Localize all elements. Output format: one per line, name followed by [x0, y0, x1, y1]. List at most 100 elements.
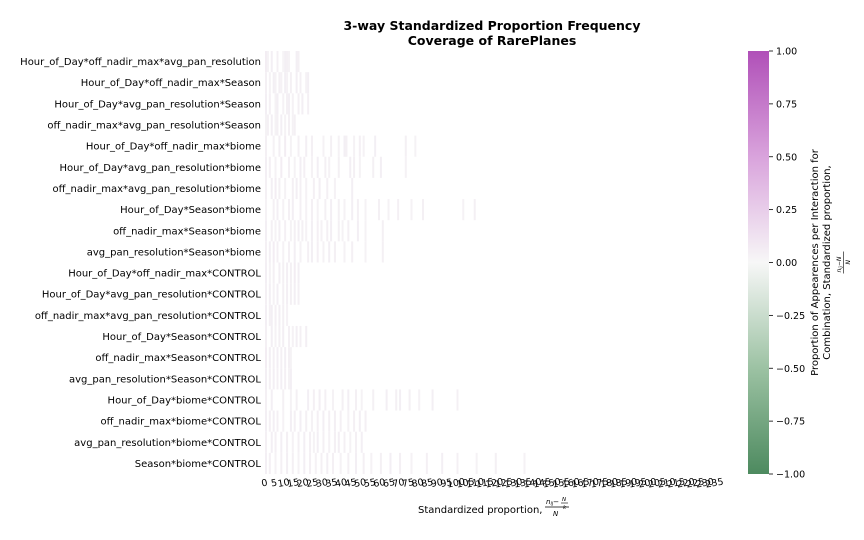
x-tick-label: 135 [513, 477, 533, 491]
heatmap-cell [286, 431, 289, 453]
heatmap-cell [324, 156, 327, 178]
heatmap-cell [397, 199, 400, 221]
heatmap-cell [272, 72, 275, 94]
heatmap-cell [265, 389, 267, 411]
heatmap-cell [272, 199, 275, 221]
heatmap-cell [265, 156, 267, 178]
heatmap-cell [364, 410, 367, 432]
heatmap-cell [339, 410, 342, 432]
row-label: Hour_of_Day*off_nadir_max*avg_pan_resolu… [20, 57, 261, 68]
formula-denominator: N [553, 510, 559, 518]
heatmap-cell [328, 241, 331, 263]
heatmap-cell [358, 156, 361, 178]
heatmap-cell [276, 368, 279, 390]
x-tick-label: 65 [382, 477, 396, 490]
heatmap-cell [356, 199, 359, 221]
cb-formula-denominator: N [845, 260, 852, 265]
heatmap-cell [328, 410, 331, 432]
heatmap-cell [268, 283, 271, 305]
heatmap-cell [278, 177, 281, 200]
heatmap-cell [274, 156, 277, 178]
row-label: Hour_of_Day*off_nadir_max*CONTROL [68, 269, 261, 280]
heatmap-cell [355, 452, 357, 474]
colorbar-tick-label: 0.50 [776, 152, 797, 163]
heatmap-cell [494, 452, 497, 474]
heatmap-cell [410, 199, 413, 221]
x-tick-label: 180 [599, 477, 619, 491]
row-label: avg_pan_resolution*Season*biome [87, 247, 261, 258]
heatmap-cell [282, 283, 285, 305]
row-label: Season*biome*CONTROL [135, 459, 262, 470]
heatmap-cell [270, 220, 273, 242]
formula-numerator: nij− [546, 498, 559, 507]
heatmap-cell [299, 241, 302, 263]
heatmap-cell [318, 177, 321, 200]
x-tick-label: 220 [676, 477, 696, 491]
row-label: avg_pan_resolution*biome*CONTROL [74, 438, 261, 449]
heatmap-cell [284, 347, 287, 369]
heatmap-cell [276, 283, 279, 305]
heatmap-cell [280, 368, 283, 390]
heatmap-cell [456, 452, 459, 474]
heatmap-cell [301, 93, 304, 115]
heatmap-cell [268, 304, 271, 326]
heatmap-cell [341, 220, 344, 242]
heatmap-cell [284, 135, 287, 157]
heatmap-cell [364, 241, 367, 263]
heatmap-cell [387, 199, 390, 221]
heatmap-cell [265, 51, 267, 73]
heatmap-cell [270, 431, 273, 453]
heatmap-cell [316, 431, 319, 453]
heatmap-cell [265, 72, 267, 94]
x-tick-label: 40 [334, 477, 348, 490]
heatmap-cell [362, 135, 365, 157]
row-label: off_nadir_max*Season*biome [113, 226, 261, 237]
heatmap-cell [265, 135, 267, 157]
heatmap-cell [314, 452, 317, 474]
heatmap-cell [462, 199, 465, 221]
heatmap-cell [287, 93, 290, 115]
heatmap-cell [310, 199, 313, 221]
heatmap-cell [345, 135, 348, 157]
heatmap-cell [312, 389, 315, 411]
colorbar-label-line-1: Proportion of Appearences per Interactio… [810, 148, 821, 376]
heatmap-cell [307, 241, 310, 263]
heatmap-cell [291, 177, 294, 200]
heatmap-cell [270, 114, 273, 136]
heatmap-cell [291, 452, 294, 474]
x-tick-label: 210 [657, 477, 677, 491]
colorbar-label-formula: nij−N N [836, 251, 852, 274]
heatmap-cell [265, 241, 267, 263]
heatmap-cell [278, 220, 281, 242]
heatmap-cell [301, 220, 304, 242]
heatmap-cell [287, 199, 290, 221]
row-label: Hour_of_Day*avg_pan_resolution*biome [60, 163, 261, 174]
heatmap-cell [276, 93, 279, 115]
heatmap-cell [322, 135, 325, 157]
heatmap-cell [441, 452, 444, 474]
heatmap-cell [293, 410, 296, 432]
heatmap-cell [318, 389, 321, 411]
x-tick-label: 215 [666, 477, 686, 491]
heatmap-cell [324, 199, 327, 221]
heatmap-cell [289, 368, 292, 390]
formula-inner-denominator: k [563, 505, 567, 511]
heatmap-cell [276, 410, 279, 432]
x-tick-label: 70 [392, 477, 406, 490]
x-tick-label: 90 [430, 477, 444, 490]
x-tick-label: 125 [494, 477, 514, 491]
heatmap-cell [265, 114, 267, 136]
heatmap-cell [316, 241, 319, 263]
heatmap-cell [326, 177, 329, 200]
heatmap-cell [297, 51, 300, 73]
heatmap-cell [473, 199, 476, 221]
heatmap-cell [316, 410, 319, 432]
heatmap-cell [351, 241, 354, 263]
heatmap-cell [316, 156, 319, 178]
colorbar-tick-label: −1.00 [776, 470, 805, 481]
heatmap-cell [475, 452, 478, 474]
row-label: off_nadir_max*biome*CONTROL [101, 417, 262, 428]
heatmap-cell [278, 72, 281, 94]
heatmap-cell [337, 135, 340, 157]
heatmap-cell [404, 156, 407, 178]
